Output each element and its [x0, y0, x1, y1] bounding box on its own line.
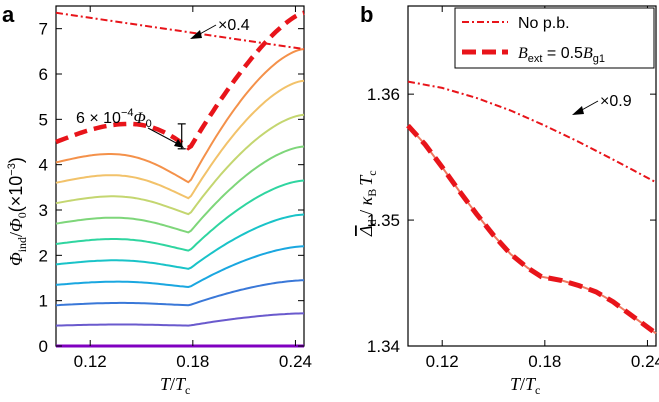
leg-b2: B: [583, 45, 593, 62]
panel-b-ytick-label: 1.34: [367, 337, 400, 356]
panel-b-annotations: ×0.9: [572, 93, 632, 115]
leg-mid: = 0.5: [542, 45, 583, 62]
panel-b-label: b: [360, 2, 373, 27]
xa-sep: /: [170, 374, 175, 394]
panel-a-ticks: 0.12 0.18 0.24 0 1 2 3 4 5 6 7: [39, 6, 312, 371]
xb-den: T: [525, 374, 537, 394]
panel-a-xtick-label: 0.24: [279, 352, 312, 371]
leg-b: B: [518, 45, 528, 62]
panel-a-ytick-label: 5: [39, 110, 48, 129]
panel-a-scale-arrowhead: [190, 30, 202, 39]
panel-a-ytick-label: 3: [39, 201, 48, 220]
panel-a-flux-annotation: 6 × 10−4Φ0: [76, 107, 152, 130]
yb-sep: /: [356, 205, 376, 219]
ya-sub: ind: [15, 237, 29, 252]
yb-den2-sub: c: [365, 170, 379, 175]
yb-den2: T: [356, 174, 376, 186]
legend: No p.b. Bext = 0.5Bg1: [454, 7, 655, 69]
panel-a-curve-1: [55, 312, 304, 327]
xb-sep: /: [520, 374, 525, 394]
panel-a-curve-8: [55, 79, 305, 200]
xa-main: T: [160, 374, 172, 394]
panel-a-ylabel: Φind/Φ0(×10−3): [6, 157, 29, 266]
panel-a-curve-4: [55, 213, 305, 270]
panel-a-curve-6: [55, 145, 305, 234]
yb-main: Δ: [356, 225, 376, 237]
panel-a-flux-arrow: [147, 127, 179, 145]
panel-a-error-bar: [177, 123, 186, 150]
ya-den: Φ: [6, 218, 26, 232]
panel-a-ytick-label: 2: [39, 246, 48, 265]
flux-coef: 6 × 10: [76, 110, 121, 127]
panel-a-label: a: [2, 2, 15, 27]
panel-a-curve-5: [55, 179, 305, 252]
leg-ext: ext: [528, 53, 543, 65]
flux-sym: Φ: [133, 110, 145, 127]
xa-den: T: [175, 374, 187, 394]
panel-a-xtick-label: 0.12: [74, 352, 107, 371]
panel-a-curves: [55, 10, 305, 348]
ya-units-close: ): [6, 157, 26, 163]
xb-den-sub: c: [535, 383, 540, 397]
panel-b-series-bext: [406, 123, 658, 336]
flux-exp: −4: [121, 107, 134, 119]
panel-a-xlabel: T/Tc: [160, 374, 190, 397]
panel-a-dashdot-line: [55, 11, 305, 51]
panel-a-ytick-label: 7: [39, 20, 48, 39]
legend-entry-no-pb: No p.b.: [518, 15, 570, 32]
panel-a-curve-3: [55, 245, 305, 289]
panel-b-curves: [406, 80, 658, 336]
ya-main: Φ: [6, 252, 26, 266]
panel-a-ytick-label: 6: [39, 65, 48, 84]
panel-b-ticks: 0.12 0.18 0.24 1.34 1.35 1.36: [367, 6, 659, 371]
panel-b-scale-arrowhead: [572, 106, 584, 115]
panel-a-ytick-label: 0: [39, 337, 48, 356]
panel-a-curve-7: [55, 113, 305, 216]
yb-sub: d: [365, 219, 379, 225]
panel-b-frame: [407, 5, 657, 347]
panel-b-scale-annotation: ×0.9: [600, 93, 632, 110]
panel-a-dashed-curve: [55, 10, 305, 151]
leg-g1: g1: [593, 53, 605, 65]
yb-den: κ: [356, 196, 376, 205]
panel-b-xtick-label: 0.24: [631, 352, 659, 371]
panel-a-curve-9: [55, 48, 305, 184]
panel-a-annotations: ×0.4 6 × 10−4Φ0: [76, 17, 250, 150]
ya-units-exp: −3: [6, 163, 18, 176]
panel-b-ytick-label: 1.35: [367, 211, 400, 230]
panel-a-ytick-label: 4: [39, 156, 48, 175]
panel-b-ytick-label: 1.36: [367, 85, 400, 104]
panel-b-scale-arrow: [579, 100, 599, 112]
flux-sub: 0: [146, 118, 152, 130]
yb-den-sub: B: [365, 189, 379, 197]
panel-a-curve-2: [55, 279, 304, 307]
panel-b-series-no-pb: [407, 80, 657, 184]
panel-a-scale-annotation: ×0.4: [218, 17, 250, 34]
ya-den-sub: 0: [15, 212, 29, 218]
legend-entry-bext: Bext = 0.5Bg1: [518, 45, 605, 65]
ya-units: (×10: [6, 176, 26, 213]
panel-b-xlabel: T/Tc: [510, 374, 540, 397]
xa-den-sub: c: [185, 383, 190, 397]
xb-main: T: [510, 374, 522, 394]
panel-b: 0.12 0.18 0.24 1.34 1.35 1.36 ×0.9 No p.b. Be…: [356, 5, 659, 397]
panel-b-series-bext-underlay: [407, 124, 657, 335]
panel-a-ytick-label: 1: [39, 292, 48, 311]
legend-box: [454, 7, 655, 69]
panel-b-xtick-label: 0.12: [426, 352, 459, 371]
panel-b-xtick-label: 0.18: [528, 352, 561, 371]
panel-a-xtick-label: 0.18: [176, 352, 209, 371]
panel-a-scale-arrow: [197, 24, 217, 36]
panel-b-ylabel: Δd / κBTc: [356, 170, 379, 237]
ya-sep: /: [6, 232, 26, 237]
